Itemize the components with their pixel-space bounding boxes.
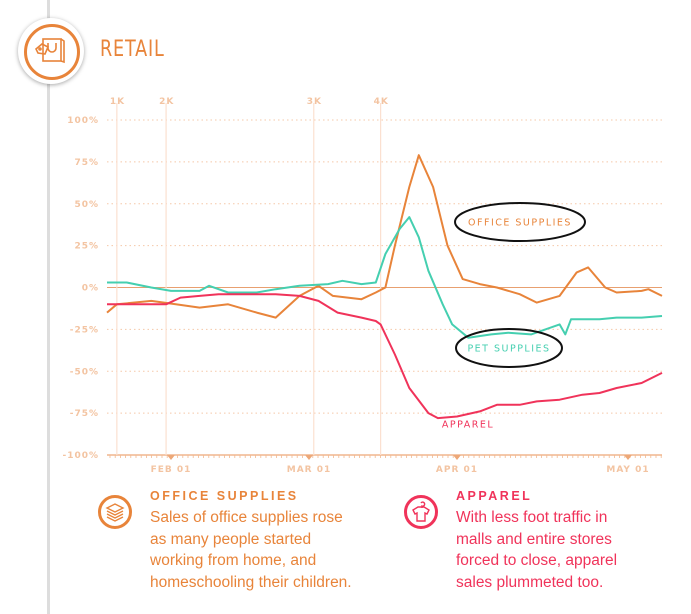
timeline-rail (47, 0, 50, 614)
label-circle (454, 202, 586, 242)
series-label: OFFICE SUPPLIES (468, 218, 572, 229)
y-tick-label: 0% (82, 284, 99, 294)
series-line-apparel (107, 293, 663, 420)
series-label: PET SUPPLIES (467, 344, 550, 355)
milestone-label: 2K (159, 97, 174, 107)
series-label: APPAREL (442, 420, 494, 431)
page-title: RETAIL (100, 37, 165, 62)
label-circle (455, 328, 563, 368)
x-tick-marker (167, 455, 175, 460)
y-tick-label: -25% (70, 325, 99, 335)
x-tick-label: MAR 01 (287, 465, 332, 475)
note-title: APPAREL (456, 489, 533, 503)
milestone-label: 4K (374, 97, 389, 107)
y-tick-label: -100% (62, 451, 99, 461)
x-tick-marker (624, 455, 632, 460)
x-tick-label: FEB 01 (151, 465, 192, 475)
shirt-on-hanger-icon (404, 495, 438, 529)
y-tick-label: 100% (67, 116, 99, 126)
y-tick-label: 50% (74, 200, 99, 210)
retail-badge (18, 18, 84, 84)
milestone-label: 3K (307, 97, 322, 107)
x-tick-label: MAY 01 (606, 465, 649, 475)
y-tick-label: -50% (70, 367, 99, 377)
note-body: With less foot traffic in malls and entir… (456, 509, 618, 591)
note-title: OFFICE SUPPLIES (150, 489, 299, 503)
series-line-pet-supplies (107, 216, 663, 339)
y-tick-label: 25% (74, 242, 99, 252)
y-tick-label: -75% (70, 409, 99, 419)
note-body: Sales of office supplies rose as many peo… (150, 509, 352, 591)
shopping-bag-icon (35, 38, 65, 64)
milestone-label: 1K (110, 97, 125, 107)
series-line-office-supplies (106, 154, 663, 319)
x-tick-marker (453, 455, 461, 460)
x-tick-marker (305, 455, 313, 460)
stacked-paper-icon (98, 495, 132, 529)
y-tick-label: 75% (74, 158, 99, 168)
x-tick-label: APR 01 (436, 465, 478, 475)
